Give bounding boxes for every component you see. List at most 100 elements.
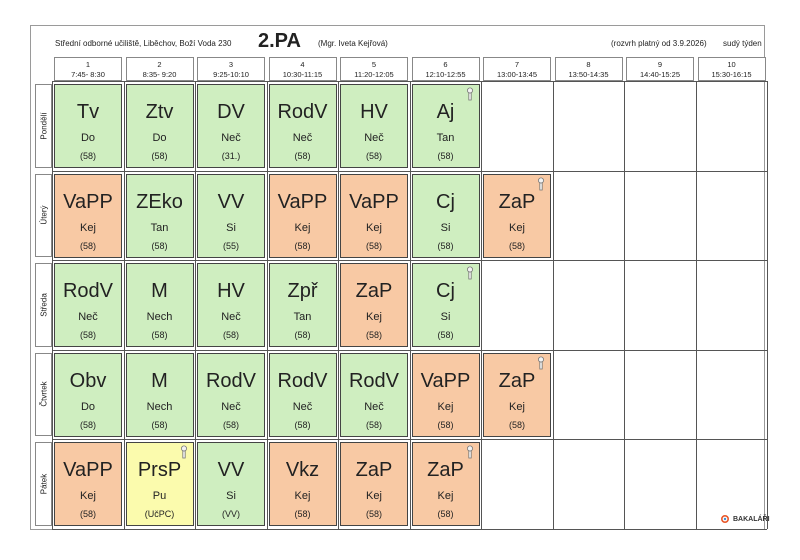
lesson-cell[interactable]: ZaP Kej (58) xyxy=(483,352,551,437)
class-title: 2.PA xyxy=(258,30,301,52)
lesson-cell[interactable]: PrsP Pu (UčPC) xyxy=(125,442,194,526)
period-time: 12:10-12:55 xyxy=(425,70,466,79)
lesson-cell[interactable]: DV Neč (31.) xyxy=(197,84,265,168)
lesson-subject: RodV xyxy=(62,280,114,302)
lesson-cell[interactable]: ZaP Kej (58) xyxy=(411,442,480,526)
lesson-room: (58) xyxy=(437,240,454,251)
lesson-cell[interactable]: Cj Si (58) xyxy=(411,173,480,258)
lesson-room: (58) xyxy=(79,509,96,519)
lesson-teacher: Kej xyxy=(366,221,382,234)
school-name: Střední odborné učiliště, Liběchov, Boží… xyxy=(55,39,232,48)
grid-hline xyxy=(52,439,767,440)
lesson-teacher: Tan xyxy=(150,221,169,234)
lesson-teacher: Neč xyxy=(78,311,98,323)
lesson-subject: Ztv xyxy=(145,101,174,123)
lesson-subject: Zpř xyxy=(287,280,318,302)
lesson-cell[interactable]: Cj Si (58) xyxy=(411,263,480,347)
lesson-cell[interactable]: Ztv Do (58) xyxy=(125,84,194,168)
lesson-room: (58) xyxy=(222,419,239,430)
lesson-teacher: Kej xyxy=(294,221,311,234)
grid-vline xyxy=(195,81,196,529)
lesson-room: (58) xyxy=(151,419,168,430)
lesson-subject: Tv xyxy=(76,101,100,123)
lesson-cell[interactable]: RodV Neč (58) xyxy=(197,352,265,437)
week-type: sudý týden xyxy=(723,39,762,48)
day-label-3: Středa xyxy=(35,263,52,347)
lesson-cell[interactable]: VaPP Kej (58) xyxy=(340,173,408,258)
lesson-subject: HV xyxy=(360,101,388,123)
lesson-subject: VaPP xyxy=(63,190,113,213)
lesson-room: (58) xyxy=(79,240,96,251)
lesson-cell[interactable]: VaPP Kej (58) xyxy=(54,442,122,526)
lesson-room: (58) xyxy=(437,151,454,161)
period-time: 15:30-16:15 xyxy=(711,70,752,79)
lesson-teacher: Kej xyxy=(437,400,454,413)
lesson-cell[interactable]: M Nech (58) xyxy=(125,352,194,437)
period-number: 2 xyxy=(157,60,162,69)
period-header-5: 5 11:20-12:05 xyxy=(340,57,408,81)
lesson-cell[interactable]: ZEko Tan (58) xyxy=(125,173,194,258)
lesson-teacher: Kej xyxy=(509,400,525,413)
period-time: 13:00-13:45 xyxy=(496,70,538,79)
lesson-cell[interactable]: ZaP Kej (58) xyxy=(483,173,551,258)
lesson-cell[interactable]: Obv Do (58) xyxy=(54,352,122,437)
bakalari-logo-icon xyxy=(720,514,730,524)
lesson-subject: M xyxy=(151,280,168,302)
lesson-room: (58) xyxy=(222,330,239,340)
grid-vline xyxy=(52,81,53,529)
lesson-room: (58) xyxy=(294,419,311,430)
day-label-4: Čtvrtek xyxy=(35,352,52,436)
period-header-3: 3 9:25-10:10 xyxy=(197,57,265,81)
lesson-room: (58) xyxy=(79,151,96,161)
lesson-cell[interactable]: HV Neč (58) xyxy=(340,84,408,168)
lesson-cell[interactable]: RodV Neč (58) xyxy=(268,84,337,168)
lesson-cell[interactable]: VaPP Kej (58) xyxy=(54,173,122,258)
bakalari-logo: BAKALÁŘI xyxy=(720,514,770,524)
lesson-cell[interactable]: Zpř Tan (58) xyxy=(268,263,337,347)
period-number: 1 xyxy=(85,60,91,69)
lesson-cell[interactable]: ZaP Kej (58) xyxy=(340,263,408,347)
lesson-cell[interactable]: RodV Neč (58) xyxy=(54,263,122,347)
grid-vline xyxy=(409,81,411,529)
period-time: 9:25-10:10 xyxy=(213,70,249,79)
lesson-teacher: Kej xyxy=(80,490,96,502)
lesson-teacher: Si xyxy=(226,221,236,234)
lesson-cell[interactable]: RodV Neč (58) xyxy=(340,352,408,437)
lesson-cell[interactable]: Tv Do (58) xyxy=(54,84,122,168)
lesson-cell[interactable]: VV Si (VV) xyxy=(197,442,265,526)
lesson-subject: Aj xyxy=(436,101,455,123)
lesson-subject: Obv xyxy=(69,369,107,392)
lesson-room: (31.) xyxy=(221,151,241,161)
pin-icon xyxy=(536,356,546,370)
lesson-cell[interactable]: HV Neč (58) xyxy=(197,263,265,347)
lesson-room: (58) xyxy=(151,330,168,340)
lesson-cell[interactable]: Aj Tan (58) xyxy=(411,84,480,168)
pin-icon xyxy=(465,87,475,101)
lesson-cell[interactable]: RodV Neč (58) xyxy=(268,352,337,437)
period-header-10: 10 15:30-16:15 xyxy=(697,57,766,81)
lesson-cell[interactable]: ZaP Kej (58) xyxy=(340,442,408,526)
lesson-teacher: Tan xyxy=(436,132,455,144)
period-header-9: 9 14:40-15:25 xyxy=(626,57,694,81)
lesson-cell[interactable]: VaPP Kej (58) xyxy=(268,173,337,258)
lesson-cell[interactable]: VV Si (55) xyxy=(197,173,265,258)
lesson-cell[interactable]: Vkz Kej (58) xyxy=(268,442,337,526)
period-header-6: 6 12:10-12:55 xyxy=(411,57,480,81)
period-header-1: 1 7:45- 8:30 xyxy=(54,57,122,81)
lesson-room: (58) xyxy=(151,240,168,251)
period-number: 6 xyxy=(443,60,448,69)
period-header-7: 7 13:00-13:45 xyxy=(483,57,551,81)
lesson-subject: RodV xyxy=(348,369,400,392)
lesson-teacher: Si xyxy=(226,490,236,502)
pin-icon xyxy=(465,266,475,280)
day-name: Pátek xyxy=(39,473,48,494)
lesson-room: (58) xyxy=(365,240,382,251)
lesson-room: (58) xyxy=(294,509,311,519)
lesson-cell[interactable]: VaPP Kej (58) xyxy=(411,352,480,437)
lesson-room: (58) xyxy=(365,330,382,340)
class-teacher: (Mgr. Iveta Kejřová) xyxy=(318,39,388,48)
lesson-cell[interactable]: M Nech (58) xyxy=(125,263,194,347)
lesson-teacher: Nech xyxy=(146,311,173,323)
lesson-teacher: Neč xyxy=(292,132,313,144)
period-time: 10:30-11:15 xyxy=(282,70,323,79)
